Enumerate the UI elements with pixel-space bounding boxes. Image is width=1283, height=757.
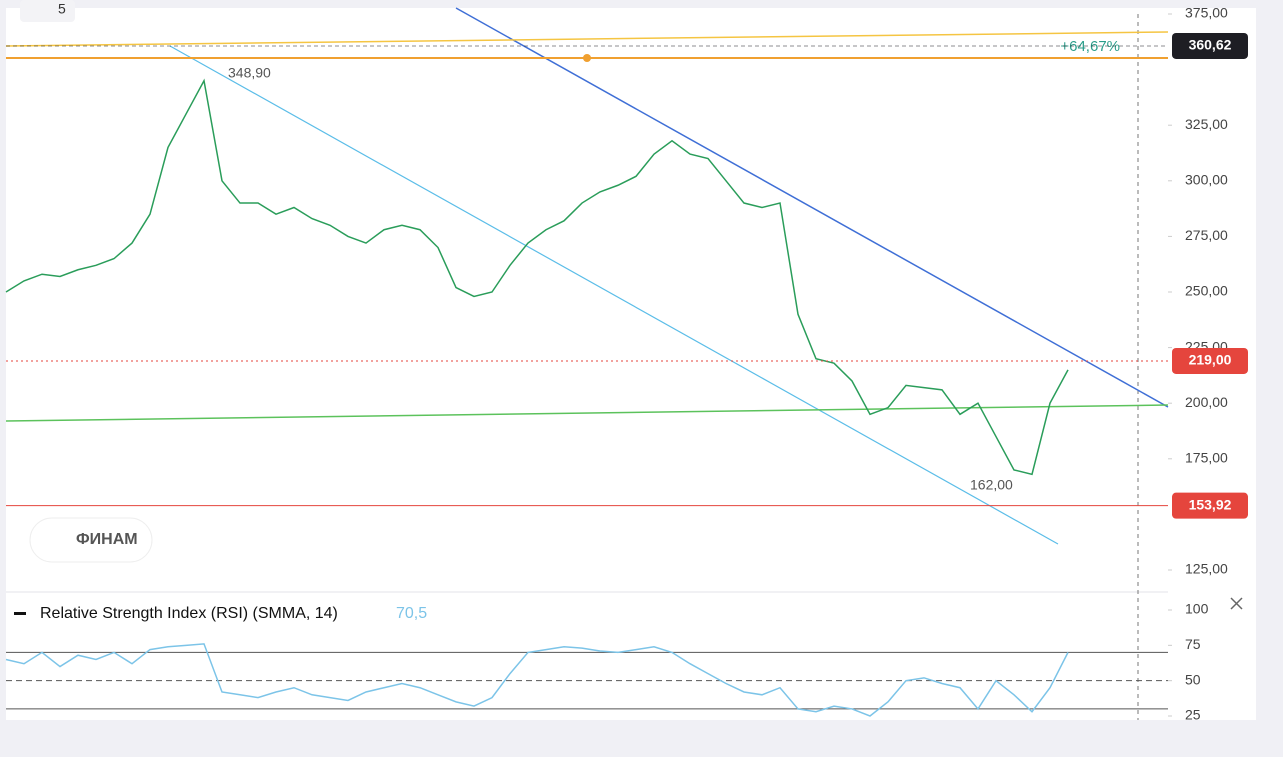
level-handle[interactable] [583,54,591,62]
extreme-label: 348,90 [228,65,271,81]
y-tick-label: 375,00 [1185,5,1228,21]
y-tick-label: 275,00 [1185,227,1228,243]
level-line [5,404,1169,422]
y-tick-label: 75 [1185,636,1201,652]
price-badge [1172,32,1248,59]
y-tick-label: 100 [1185,601,1209,617]
y-tick-label: 175,00 [1185,450,1228,466]
y-tick-label: 300,00 [1185,172,1228,188]
price-badge-label: 153,92 [1189,496,1232,512]
trend-line [455,7,1169,408]
y-tick-label: 250,00 [1185,283,1228,299]
indicator-title: Relative Strength Index (RSI) (SMMA, 14) [40,605,338,622]
y-tick-label: 25 [1185,707,1201,723]
interval-label: 5 [58,1,66,17]
y-tick-label: 200,00 [1185,394,1228,410]
y-tick-label: 325,00 [1185,116,1228,132]
interval-button[interactable] [20,0,75,22]
indicator-icon [14,612,26,615]
price-badge-label: 219,00 [1189,352,1232,368]
extreme-label: 162,00 [970,476,1013,492]
price-line [5,78,1069,476]
y-tick-label: 50 [1185,671,1201,687]
change-label: +64,67% [1060,38,1120,55]
price-line [5,643,1069,717]
indicator-value: 70,5 [396,605,427,622]
y-tick-label: 125,00 [1185,561,1228,577]
price-badge [1172,347,1248,374]
price-badge [1172,492,1248,519]
price-badge-label: 360,62 [1189,37,1232,53]
logo-badge [29,517,153,563]
close-button[interactable] [1230,597,1243,610]
channel-line [169,45,1059,545]
chart-background [6,8,1256,720]
logo: ФИНАМ [76,531,138,548]
level-line [5,31,1169,47]
